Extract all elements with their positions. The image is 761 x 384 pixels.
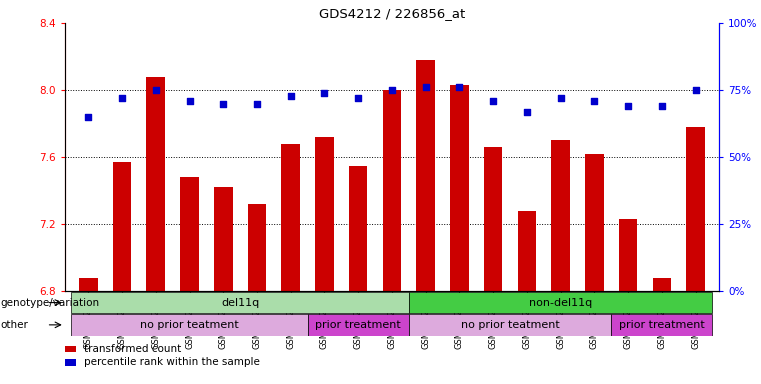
Bar: [113, 162, 132, 291]
Bar: [517, 211, 537, 291]
Bar: [585, 154, 603, 291]
Bar: [409, 314, 611, 336]
Text: other: other: [1, 320, 29, 330]
Bar: [686, 127, 705, 291]
Bar: [619, 219, 638, 291]
Bar: [484, 147, 502, 291]
Bar: [72, 292, 409, 313]
Point: [454, 84, 466, 91]
Point: [588, 98, 600, 104]
Bar: [72, 314, 307, 336]
Point: [217, 101, 229, 107]
Bar: [652, 278, 671, 291]
Point: [352, 95, 365, 101]
Bar: [383, 90, 401, 291]
Text: prior treatment: prior treatment: [619, 320, 705, 330]
Point: [183, 98, 196, 104]
Text: del11q: del11q: [221, 298, 260, 308]
Text: transformed count: transformed count: [84, 344, 182, 354]
Point: [521, 109, 533, 115]
Bar: [214, 187, 233, 291]
Point: [82, 114, 94, 120]
Text: no prior teatment: no prior teatment: [140, 320, 239, 330]
Bar: [146, 77, 165, 291]
Point: [285, 93, 297, 99]
Point: [487, 98, 499, 104]
Point: [386, 87, 398, 93]
Point: [555, 95, 567, 101]
Point: [689, 87, 702, 93]
Bar: [65, 346, 76, 353]
Point: [150, 87, 162, 93]
Bar: [611, 314, 712, 336]
Point: [419, 84, 431, 91]
Bar: [282, 144, 300, 291]
Text: no prior teatment: no prior teatment: [460, 320, 559, 330]
Point: [656, 103, 668, 109]
Point: [116, 95, 128, 101]
Text: percentile rank within the sample: percentile rank within the sample: [84, 358, 260, 367]
Bar: [551, 141, 570, 291]
Point: [251, 101, 263, 107]
Bar: [315, 137, 334, 291]
Bar: [349, 166, 368, 291]
Text: prior treatment: prior treatment: [315, 320, 401, 330]
Point: [622, 103, 634, 109]
Bar: [416, 60, 435, 291]
Bar: [450, 85, 469, 291]
Bar: [247, 204, 266, 291]
Title: GDS4212 / 226856_at: GDS4212 / 226856_at: [319, 7, 465, 20]
Bar: [180, 177, 199, 291]
Bar: [65, 359, 76, 366]
Bar: [79, 278, 97, 291]
Point: [318, 90, 330, 96]
Bar: [409, 292, 712, 313]
Text: genotype/variation: genotype/variation: [1, 298, 100, 308]
Text: non-del11q: non-del11q: [529, 298, 592, 308]
Bar: [307, 314, 409, 336]
